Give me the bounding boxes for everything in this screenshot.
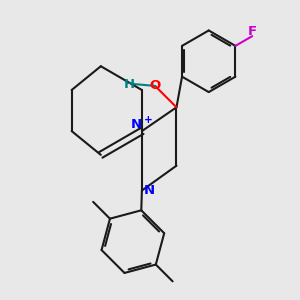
Text: N: N <box>130 118 142 131</box>
Text: O: O <box>149 80 161 92</box>
Text: H: H <box>124 77 135 91</box>
Text: F: F <box>248 25 257 38</box>
Text: N: N <box>143 184 155 197</box>
Text: +: + <box>143 115 152 125</box>
